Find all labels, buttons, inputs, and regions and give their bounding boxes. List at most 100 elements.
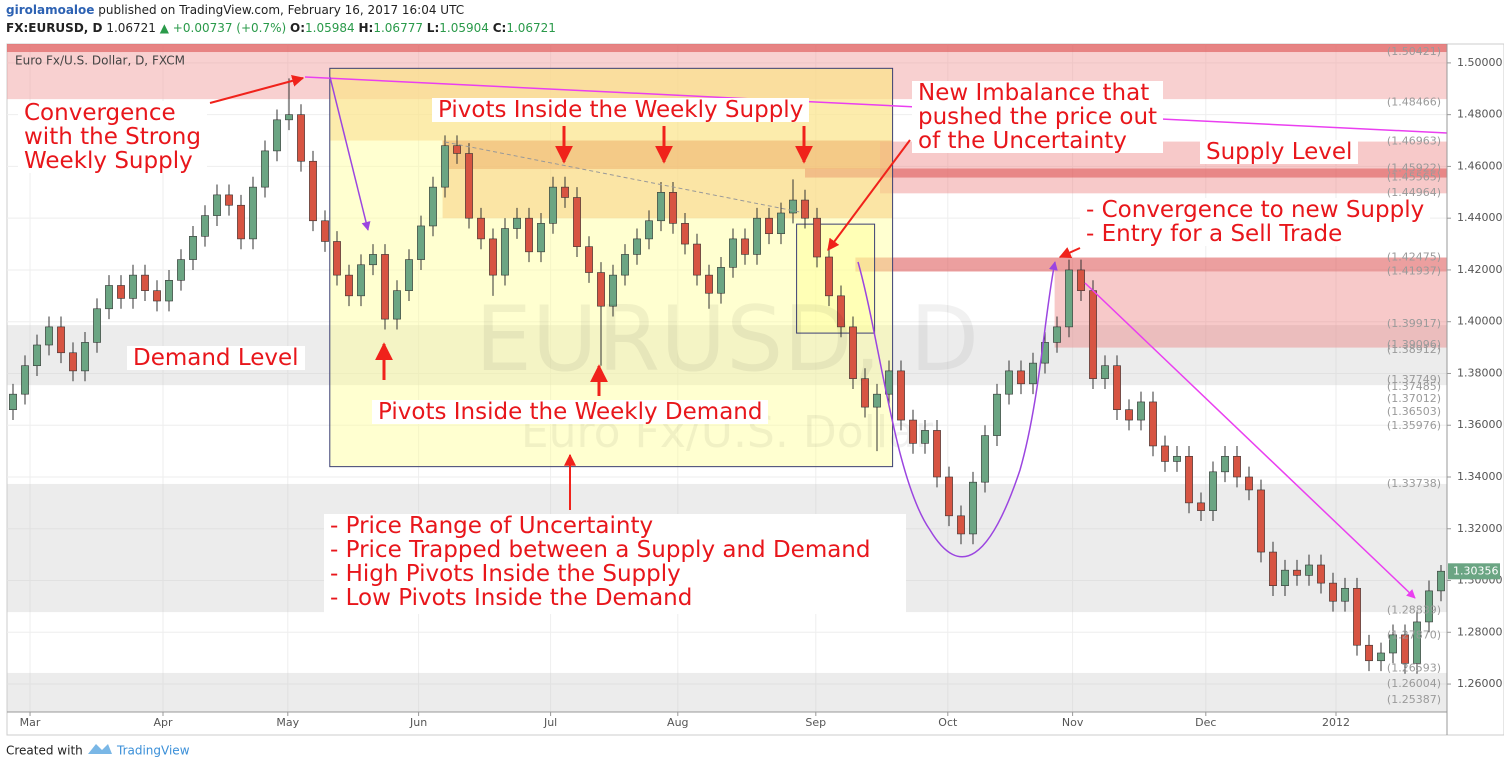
trend-line: [304, 76, 1448, 134]
red-arrow: [827, 139, 911, 251]
annotation: - Price Range of Uncertainty - Price Trap…: [324, 514, 906, 614]
ann-line: Weekly Supply: [24, 148, 193, 174]
candle-body: [573, 197, 581, 247]
candle-body: [345, 274, 353, 297]
candle-body: [585, 246, 593, 273]
ann-line: of the Uncertainty: [918, 128, 1127, 154]
zone: [855, 257, 1447, 272]
y-tick-label: 1.38000: [1457, 366, 1503, 379]
price-label: (1.37012): [1387, 392, 1441, 405]
h-key: H:: [358, 21, 374, 35]
candle-body: [753, 217, 761, 255]
price-label: (1.41937): [1387, 265, 1441, 278]
candle-body: [681, 223, 689, 245]
candle-body: [225, 194, 233, 206]
y-tick-label: 1.48000: [1457, 108, 1503, 121]
candle-body: [693, 243, 701, 276]
candle-body: [669, 192, 677, 224]
y-tick-label: 1.28000: [1457, 625, 1503, 638]
price-label: (1.45922): [1387, 161, 1441, 174]
annotation: New Imbalance that pushed the price out of…: [912, 81, 1164, 154]
candle-body: [885, 370, 893, 395]
candle-body: [1365, 644, 1373, 662]
price-label: (1.26004): [1387, 677, 1441, 690]
candle-body: [81, 342, 89, 372]
candle-body: [969, 481, 977, 535]
zone: [7, 44, 1447, 100]
candle-body: [525, 217, 533, 253]
candle-body: [1377, 652, 1385, 662]
candle-body: [777, 212, 785, 235]
annotation: Pivots Inside the Weekly Supply: [432, 98, 810, 122]
candle-body: [1173, 455, 1181, 462]
annotation: Convergence with the Strong Weekly Supply: [18, 101, 207, 173]
candle-body: [1329, 582, 1337, 602]
candle-body: [705, 274, 713, 294]
candle-body: [333, 241, 341, 276]
candle-body: [1053, 326, 1061, 343]
candle-body: [765, 217, 773, 235]
candle-body: [285, 114, 293, 121]
candle-body: [273, 119, 281, 152]
candle-body: [717, 267, 725, 294]
candle-body: [45, 326, 53, 346]
drawings: [209, 75, 1448, 599]
price-label: (1.39096): [1387, 338, 1441, 351]
candle-body: [645, 220, 653, 240]
change: ▲ +0.00737 (+0.7%): [159, 21, 287, 35]
purple-curve: [857, 261, 1058, 558]
candle-body: [441, 145, 449, 188]
annotation: Supply Level: [1200, 140, 1359, 164]
candle-body: [609, 274, 617, 307]
ann-line: Pivots Inside the Weekly Demand: [378, 399, 763, 425]
price-label: (1.38912): [1387, 343, 1441, 356]
price-label: (1.28839): [1387, 604, 1441, 617]
x-tick-label: Jun: [409, 716, 427, 729]
red-arrow: [1058, 247, 1081, 259]
candle-body: [813, 217, 821, 258]
price-label: (1.39917): [1387, 317, 1441, 330]
ann-line: with the Strong: [24, 124, 201, 150]
y-tick-label: 1.26000: [1457, 677, 1503, 690]
zone: [7, 672, 1447, 712]
candle-body: [417, 225, 425, 260]
candle-body: [1305, 564, 1313, 576]
candle-body: [981, 435, 989, 483]
candle-body: [909, 419, 917, 444]
price-label: (1.37749): [1387, 373, 1441, 386]
ann-line: - High Pivots Inside the Supply: [330, 561, 681, 587]
zone: [7, 44, 1447, 53]
y-tick-label: 1.50000: [1457, 56, 1503, 69]
header-line1: girolamoaloe published on TradingView.co…: [6, 3, 464, 17]
candle-body: [921, 430, 929, 444]
price-label: (1.33738): [1387, 477, 1441, 490]
y-tick-label: 1.34000: [1457, 470, 1503, 483]
header-line2: FX:EURUSD, D 1.06721 ▲ +0.00737 (+0.7%) …: [6, 21, 556, 35]
candle-body: [33, 344, 41, 367]
ann-line: Demand Level: [133, 345, 299, 371]
candle-body: [861, 378, 869, 408]
candle-body: [477, 217, 485, 240]
price-label: (1.44964): [1387, 186, 1441, 199]
candle-body: [321, 220, 329, 242]
ann-line: pushed the price out: [918, 104, 1158, 130]
candle-body: [501, 228, 509, 276]
candle-body: [489, 238, 497, 276]
candle-body: [357, 264, 365, 297]
candle-body: [465, 153, 473, 219]
candle-body: [549, 186, 557, 224]
candle-body: [117, 285, 125, 299]
ann-line: Convergence: [24, 100, 176, 126]
candle-body: [381, 254, 389, 320]
candle-body: [1221, 455, 1229, 473]
ann-line: - Low Pivots Inside the Demand: [330, 585, 693, 611]
last-price-tag: [1448, 563, 1500, 580]
candle-body: [1269, 551, 1277, 586]
ann-line: - Convergence to new Supply: [1086, 197, 1425, 223]
candle-body: [69, 352, 77, 372]
candle-body: [261, 150, 269, 188]
candle-body: [1317, 564, 1325, 584]
dash-line: [444, 141, 801, 213]
candle-body: [837, 295, 845, 328]
